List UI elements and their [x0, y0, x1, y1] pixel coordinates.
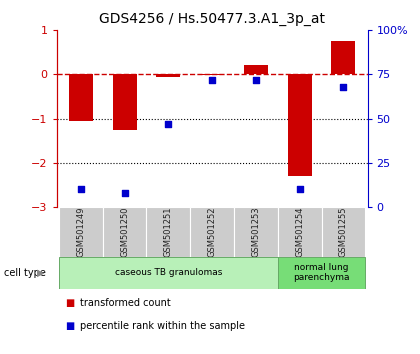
Point: [77, 187, 84, 192]
Text: GSM501251: GSM501251: [164, 207, 173, 257]
Text: ■: ■: [65, 298, 74, 308]
Text: GSM501250: GSM501250: [120, 207, 129, 257]
Bar: [69, 74, 93, 121]
Point: [121, 190, 128, 196]
Text: GSM501249: GSM501249: [76, 207, 85, 257]
Text: ■: ■: [65, 321, 74, 331]
Text: cell type: cell type: [4, 268, 46, 278]
Point: [252, 77, 259, 82]
Bar: [322, 207, 365, 257]
Point: [296, 187, 303, 192]
Bar: [244, 65, 268, 74]
Bar: [147, 207, 190, 257]
Text: GSM501254: GSM501254: [295, 207, 304, 257]
Text: GSM501255: GSM501255: [339, 207, 348, 257]
Bar: [102, 207, 147, 257]
Bar: [190, 207, 234, 257]
Bar: [200, 74, 224, 75]
Point: [165, 121, 172, 127]
Text: normal lung
parenchyma: normal lung parenchyma: [293, 263, 350, 282]
Bar: [59, 257, 278, 289]
Point: [340, 84, 347, 90]
Point: [209, 77, 215, 82]
Text: ▶: ▶: [37, 268, 45, 278]
Bar: [156, 74, 180, 76]
Text: transformed count: transformed count: [80, 298, 171, 308]
Bar: [288, 74, 312, 176]
Bar: [234, 207, 278, 257]
Text: GSM501253: GSM501253: [252, 206, 260, 257]
Bar: [331, 41, 355, 74]
Bar: [59, 207, 102, 257]
Text: percentile rank within the sample: percentile rank within the sample: [80, 321, 245, 331]
Text: caseous TB granulomas: caseous TB granulomas: [115, 268, 222, 277]
Bar: [278, 207, 322, 257]
Title: GDS4256 / Hs.50477.3.A1_3p_at: GDS4256 / Hs.50477.3.A1_3p_at: [99, 12, 325, 26]
Bar: [278, 257, 365, 289]
Bar: [113, 74, 136, 130]
Text: GSM501252: GSM501252: [207, 207, 217, 257]
